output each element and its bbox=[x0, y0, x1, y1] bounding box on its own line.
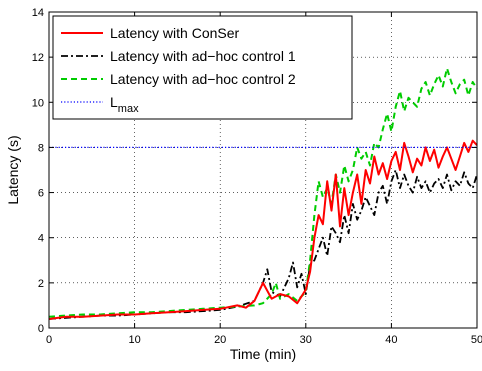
ticks: 0 10 20 30 40 50 0 2 4 6 8 10 12 14 bbox=[32, 7, 482, 346]
y-tick-label: 6 bbox=[38, 188, 44, 200]
x-tick-label: 50 bbox=[471, 334, 482, 346]
x-tick-label: 20 bbox=[214, 334, 226, 346]
axes-box bbox=[48, 11, 478, 329]
x-tick-label: 40 bbox=[385, 334, 397, 346]
x-axis-label: Time (min) bbox=[230, 346, 296, 362]
y-tick-label: 0 bbox=[38, 323, 44, 335]
series-line-2 bbox=[48, 67, 478, 318]
legend: Latency with ConSer Latency with ad−hoc c… bbox=[52, 15, 353, 120]
legend-label-0: Latency with ConSer bbox=[110, 25, 240, 41]
y-tick-label: 12 bbox=[32, 52, 44, 64]
y-tick-label: 2 bbox=[38, 278, 44, 290]
y-axis-label: Latency (s) bbox=[5, 135, 21, 204]
x-tick-label: 30 bbox=[300, 334, 312, 346]
x-tick-label: 0 bbox=[46, 334, 52, 346]
y-tick-label: 8 bbox=[38, 142, 44, 154]
legend-label-2: Latency with ad−hoc control 2 bbox=[110, 71, 296, 87]
legend-label-1: Latency with ad−hoc control 1 bbox=[110, 48, 296, 64]
y-tick-label: 10 bbox=[32, 97, 44, 109]
x-tick-label: 10 bbox=[128, 334, 140, 346]
series-layer bbox=[48, 67, 478, 320]
y-tick-label: 14 bbox=[32, 7, 44, 19]
legend-label-subscript: max bbox=[118, 103, 139, 115]
y-tick-label: 4 bbox=[38, 233, 44, 245]
series-line-0 bbox=[48, 139, 478, 320]
series-line-1 bbox=[48, 169, 478, 320]
